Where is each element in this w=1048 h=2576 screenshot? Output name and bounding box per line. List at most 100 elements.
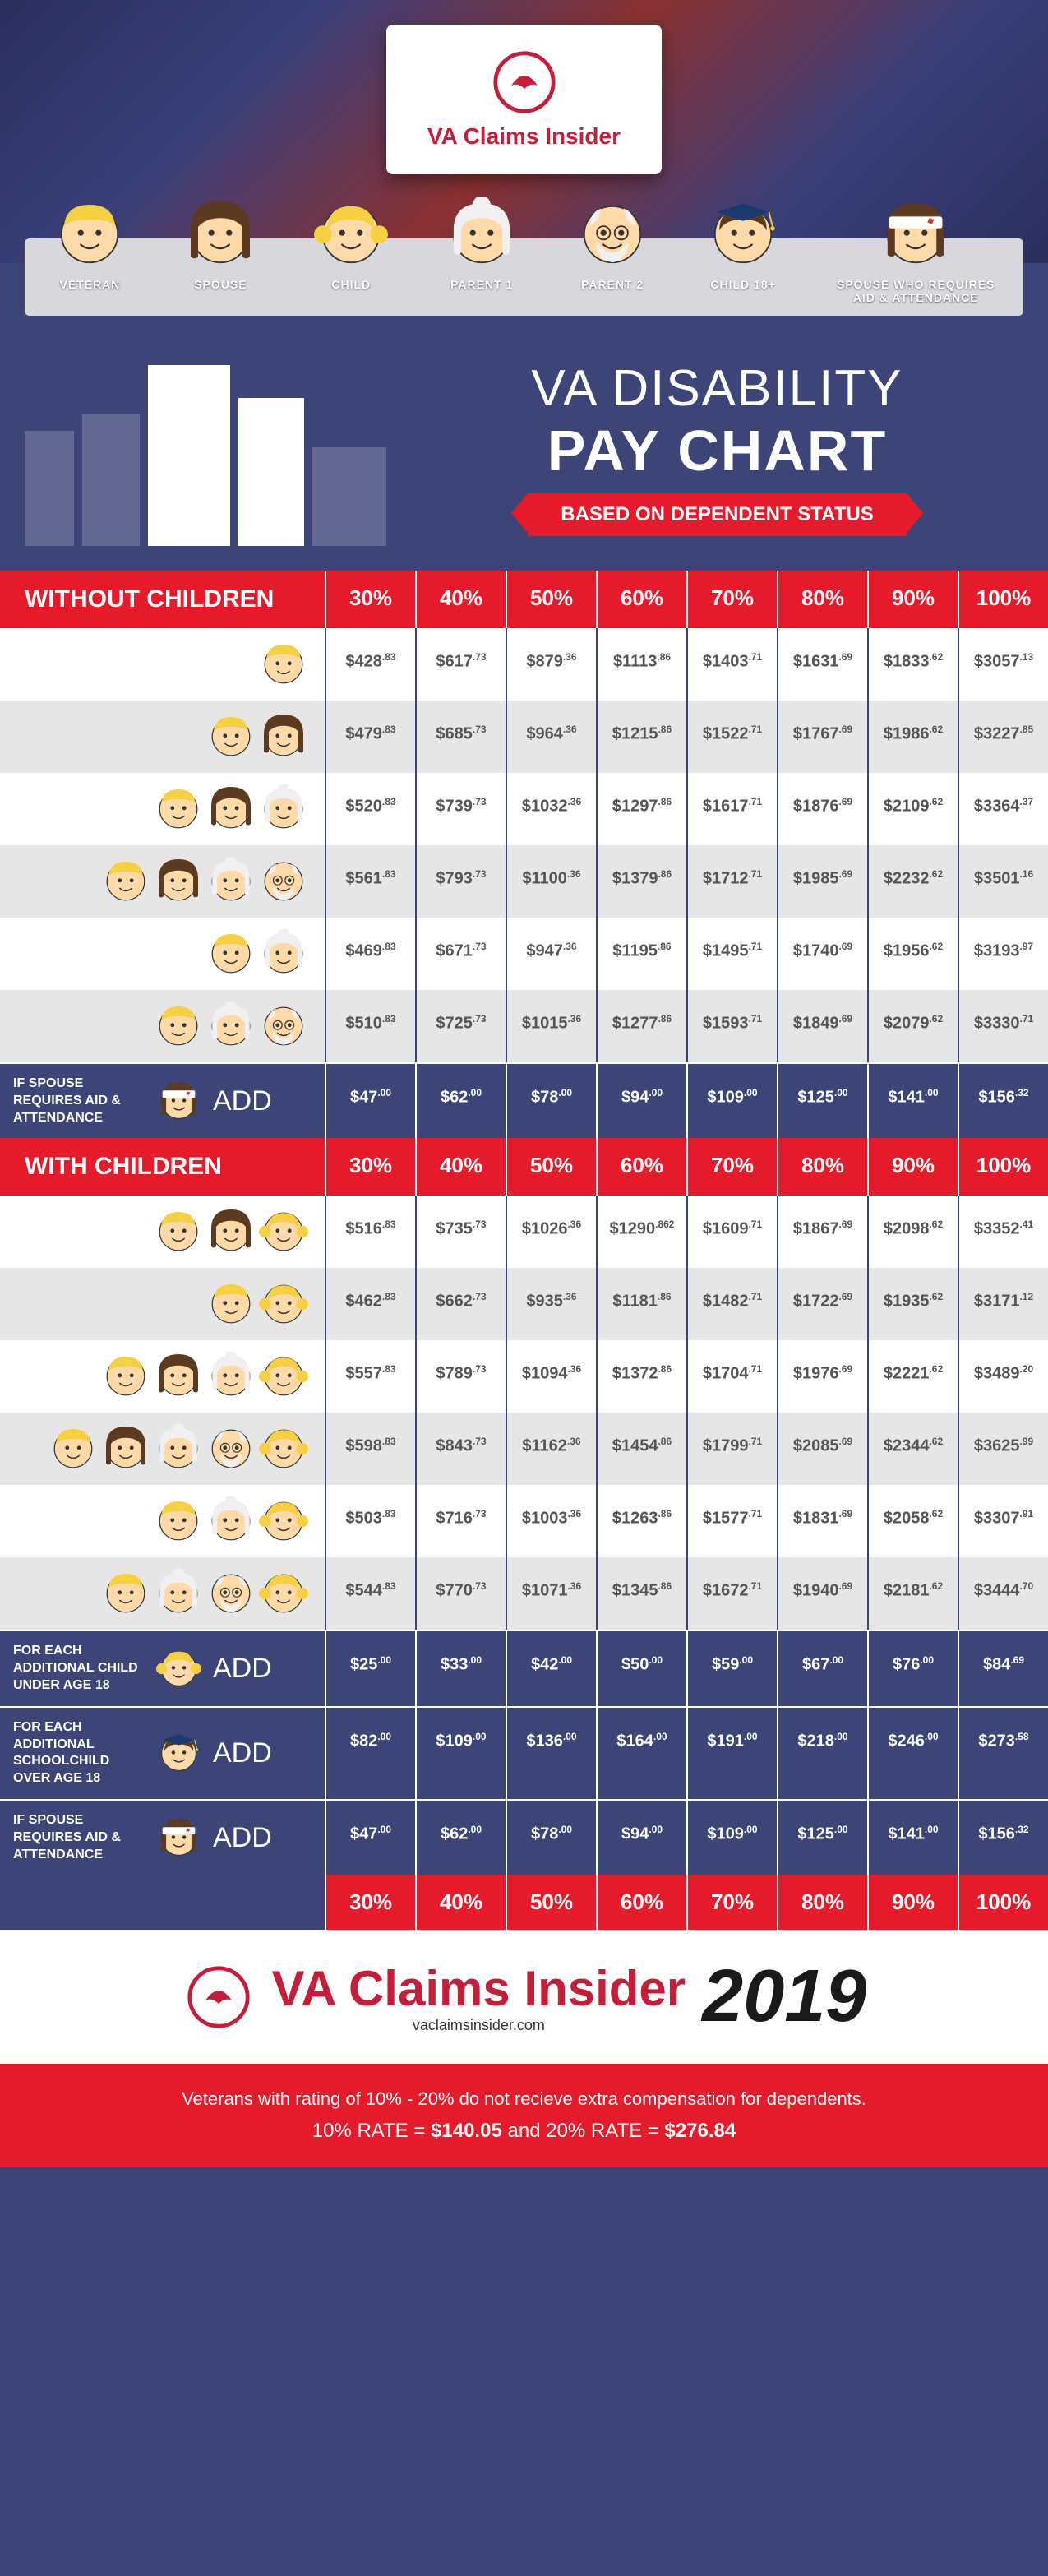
- percent-header-cell: 80%: [777, 1875, 867, 1930]
- data-cell: $1704.71: [686, 1340, 777, 1413]
- percent-header-cell: 30%: [325, 571, 415, 628]
- spouse-face-icon: [259, 712, 308, 761]
- legend-item-parent1: PARENT 1: [445, 255, 519, 304]
- add-cell: $125.00: [777, 1801, 867, 1875]
- table-row: $510.83$725.73$1015.36$1277.86$1593.71$1…: [0, 990, 1048, 1062]
- table-row: $516.83$735.73$1026.36$1290.862$1609.71$…: [0, 1196, 1048, 1268]
- data-cell: $3444.70: [958, 1557, 1048, 1630]
- child-face-icon: [259, 1569, 308, 1618]
- add-cell: $84.69: [958, 1631, 1048, 1705]
- data-cell: $1403.71: [686, 628, 777, 701]
- add-cell: $191.00: [686, 1708, 777, 1799]
- add-cell: $246.00: [867, 1708, 958, 1799]
- add-cell: $273.58: [958, 1708, 1048, 1799]
- legend-item-child: CHILD: [314, 255, 388, 304]
- data-cell: $770.73: [415, 1557, 506, 1630]
- data-cell: $2221.62: [867, 1340, 958, 1413]
- veteran-face-icon: [259, 640, 308, 689]
- data-cell: $843.73: [415, 1413, 506, 1485]
- row-faces: [0, 1196, 325, 1268]
- logo-card: VA Claims Insider: [386, 25, 662, 174]
- data-cell: $544.83: [325, 1557, 415, 1630]
- spouse-face-icon: [206, 1207, 256, 1256]
- footer-brand-section: VA Claims Insider vaclaimsinsider.com 20…: [0, 1930, 1048, 2064]
- add-rows-without: IF SPOUSE REQUIRES AID & ATTENDANCE ADD$…: [0, 1062, 1048, 1138]
- child-face-icon: [314, 197, 388, 271]
- data-cell: $1867.69: [777, 1196, 867, 1268]
- data-cell: $1263.86: [596, 1485, 686, 1557]
- percent-header-row: 30%40%50%60%70%80%90%100%: [325, 571, 1048, 628]
- data-cell: $1195.86: [596, 918, 686, 990]
- add-word: ADD: [213, 1085, 272, 1117]
- data-cell: $1071.36: [506, 1557, 596, 1630]
- add-cell: $50.00: [596, 1631, 686, 1705]
- data-cell: $1094.36: [506, 1340, 596, 1413]
- data-cell: $1935.62: [867, 1268, 958, 1340]
- data-cell: $1015.36: [506, 990, 596, 1062]
- child-face-icon: [259, 1352, 308, 1401]
- percent-header-cell: 50%: [506, 571, 596, 628]
- add-cell: $156.32: [958, 1064, 1048, 1138]
- data-cell: $503.83: [325, 1485, 415, 1557]
- footer-rates-text: 10% RATE = $140.05 and 20% RATE = $276.8…: [25, 2120, 1023, 2143]
- veteran-face-icon: [101, 857, 150, 906]
- parent1-face-icon: [206, 1496, 256, 1546]
- data-cell: $2079.62: [867, 990, 958, 1062]
- section-header-without: WITHOUT CHILDREN 30%40%50%60%70%80%90%10…: [0, 571, 1048, 628]
- data-cell: $3330.71: [958, 990, 1048, 1062]
- veteran-face-icon: [154, 1001, 203, 1051]
- footer-note: Veterans with rating of 10% - 20% do not…: [0, 2064, 1048, 2167]
- data-cell: $1617.71: [686, 773, 777, 845]
- data-cell: $1976.69: [777, 1340, 867, 1413]
- add-cell: $78.00: [506, 1064, 596, 1138]
- add-cell: $94.00: [596, 1064, 686, 1138]
- add-cell: $47.00: [325, 1064, 415, 1138]
- data-cell: $1722.69: [777, 1268, 867, 1340]
- add-cell: $62.00: [415, 1801, 506, 1875]
- section-label-without: WITHOUT CHILDREN: [0, 571, 325, 628]
- data-cell: $1032.36: [506, 773, 596, 845]
- data-cell: $1454.86: [596, 1413, 686, 1485]
- data-cell: $1372.86: [596, 1340, 686, 1413]
- logo-text: VA Claims Insider: [427, 123, 621, 150]
- percent-header-cell: 80%: [777, 571, 867, 628]
- eagle-logo-icon: [182, 1960, 256, 2034]
- percent-header-cell: 100%: [958, 1138, 1048, 1196]
- data-cell: $1100.36: [506, 845, 596, 918]
- data-cell: $1740.69: [777, 918, 867, 990]
- add-row: FOR EACH ADDITIONAL CHILD UNDER AGE 18 A…: [0, 1630, 1048, 1705]
- legend-item-veteran: VETERAN: [53, 255, 127, 304]
- footer-year: 2019: [702, 1954, 866, 2039]
- data-cell: $1003.36: [506, 1485, 596, 1557]
- percent-header-cell: 30%: [325, 1138, 415, 1196]
- add-row-text: FOR EACH ADDITIONAL CHILD UNDER AGE 18: [13, 1643, 145, 1694]
- data-cell: $2344.62: [867, 1413, 958, 1485]
- add-row-label: IF SPOUSE REQUIRES AID & ATTENDANCE ADD: [0, 1801, 325, 1875]
- data-cell: $617.73: [415, 628, 506, 701]
- legend-label: SPOUSE WHO REQUIRESAID & ATTENDANCE: [837, 278, 995, 304]
- data-cell: $935.36: [506, 1268, 596, 1340]
- child-face-icon: [259, 1424, 308, 1473]
- data-cell: $947.36: [506, 918, 596, 990]
- percent-header-cell: 40%: [415, 1138, 506, 1196]
- add-row-text: FOR EACH ADDITIONAL SCHOOLCHILD OVER AGE…: [13, 1719, 145, 1787]
- percent-footer-row: 30%40%50%60%70%80%90%100%: [325, 1875, 1048, 1930]
- table-row: $428.83$617.73$879.36$1113.86$1403.71$16…: [0, 628, 1048, 701]
- parent2-face-icon: [206, 1424, 256, 1473]
- add-row: FOR EACH ADDITIONAL SCHOOLCHILD OVER AGE…: [0, 1706, 1048, 1799]
- data-cell: $1522.71: [686, 701, 777, 773]
- spouse-face-icon: [101, 1424, 150, 1473]
- table-row: $544.83$770.73$1071.36$1345.86$1672.71$1…: [0, 1557, 1048, 1630]
- data-cell: $3171.12: [958, 1268, 1048, 1340]
- data-cell: $671.73: [415, 918, 506, 990]
- add-cell: $156.32: [958, 1801, 1048, 1875]
- add-row-text: IF SPOUSE REQUIRES AID & ATTENDANCE: [13, 1812, 145, 1863]
- data-cell: $2109.62: [867, 773, 958, 845]
- title-line1: VA DISABILITY: [531, 360, 903, 417]
- data-cell: $3625.99: [958, 1413, 1048, 1485]
- child18-face-icon: [156, 1731, 201, 1776]
- data-cell: $1379.86: [596, 845, 686, 918]
- legend-item-spouse: SPOUSE: [183, 255, 257, 304]
- footer-percent-row: 30%40%50%60%70%80%90%100%: [0, 1875, 1048, 1930]
- add-cell: $94.00: [596, 1801, 686, 1875]
